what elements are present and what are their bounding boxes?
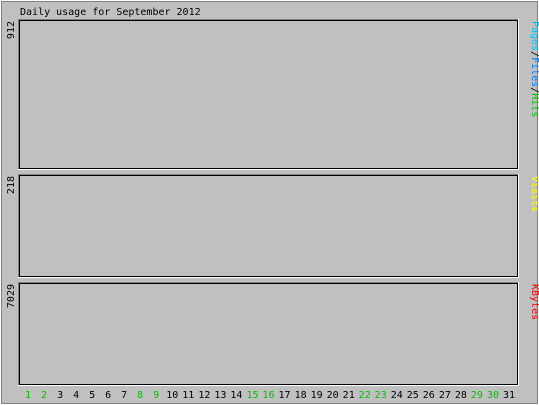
x-tick-label-day-4: 4: [73, 390, 79, 401]
side-label-part-2: Files: [529, 57, 539, 87]
x-tick-label-day-8: 8: [137, 390, 143, 401]
x-tick-label-day-30: 30: [487, 390, 499, 401]
x-tick-label-day-7: 7: [121, 390, 127, 401]
x-tick-label-day-13: 13: [214, 390, 226, 401]
panel-kbytes-max-label: 7029: [6, 284, 17, 308]
panel-hits-files-pages-side-label: Pages/Files/Hits: [529, 21, 539, 117]
panel-hits-files-pages-fill: [18, 19, 519, 170]
x-tick-label-day-1: 1: [25, 390, 31, 401]
x-tick-label-day-17: 17: [278, 390, 290, 401]
x-tick-label-day-29: 29: [471, 390, 483, 401]
x-tick-label-day-24: 24: [391, 390, 403, 401]
panel-kbytes-frame: [18, 282, 519, 386]
x-tick-label-day-23: 23: [375, 390, 387, 401]
x-tick-label-day-10: 10: [166, 390, 178, 401]
panel-kbytes-border: [19, 283, 518, 385]
x-tick-label-day-5: 5: [89, 390, 95, 401]
panel-kbytes-side-label: KBytes: [529, 284, 539, 320]
side-label-part-0: KBytes: [529, 284, 539, 320]
x-tick-label-day-28: 28: [455, 390, 467, 401]
panel-kbytes-fill: [18, 282, 519, 386]
panel-hits-files-pages-border: [19, 20, 518, 169]
panel-visits-max-label: 218: [6, 176, 17, 194]
x-tick-label-day-14: 14: [230, 390, 242, 401]
panel-visits-fill: [18, 174, 519, 278]
side-label-part-0: Visits: [529, 176, 539, 212]
x-tick-label-day-2: 2: [41, 390, 47, 401]
x-tick-label-day-22: 22: [359, 390, 371, 401]
x-tick-label-day-20: 20: [327, 390, 339, 401]
x-tick-label-day-3: 3: [57, 390, 63, 401]
x-tick-label-day-31: 31: [503, 390, 515, 401]
x-tick-label-day-19: 19: [311, 390, 323, 401]
x-axis-day-labels: 1 2 3 4 5 6 7 8 9 10 11 12 13 14 15 16 17 18 19 20 21 22 23 24 2…: [25, 390, 515, 401]
side-label-part-1: /: [529, 51, 539, 57]
panel-visits-side-label: Visits: [529, 176, 539, 212]
x-tick-label-day-21: 21: [343, 390, 355, 401]
panel-visits-border: [19, 175, 518, 277]
panel-hits-files-pages-max-label: 912: [6, 21, 17, 39]
x-tick-label-day-25: 25: [407, 390, 419, 401]
chart-title: Daily usage for September 2012: [20, 7, 201, 18]
x-tick-label-day-18: 18: [295, 390, 307, 401]
x-tick-label-day-15: 15: [246, 390, 258, 401]
x-tick-label-day-26: 26: [423, 390, 435, 401]
side-label-part-3: /: [529, 87, 539, 93]
side-label-part-4: Hits: [529, 93, 539, 117]
x-tick-label-day-12: 12: [198, 390, 210, 401]
x-tick-label-day-27: 27: [439, 390, 451, 401]
x-tick-label-day-16: 16: [262, 390, 274, 401]
x-tick-label-day-11: 11: [182, 390, 194, 401]
x-tick-label-day-6: 6: [105, 390, 111, 401]
panel-hits-files-pages-frame: [18, 19, 519, 170]
x-tick-label-day-9: 9: [153, 390, 159, 401]
side-label-part-0: Pages: [529, 21, 539, 51]
panel-visits-frame: [18, 174, 519, 278]
